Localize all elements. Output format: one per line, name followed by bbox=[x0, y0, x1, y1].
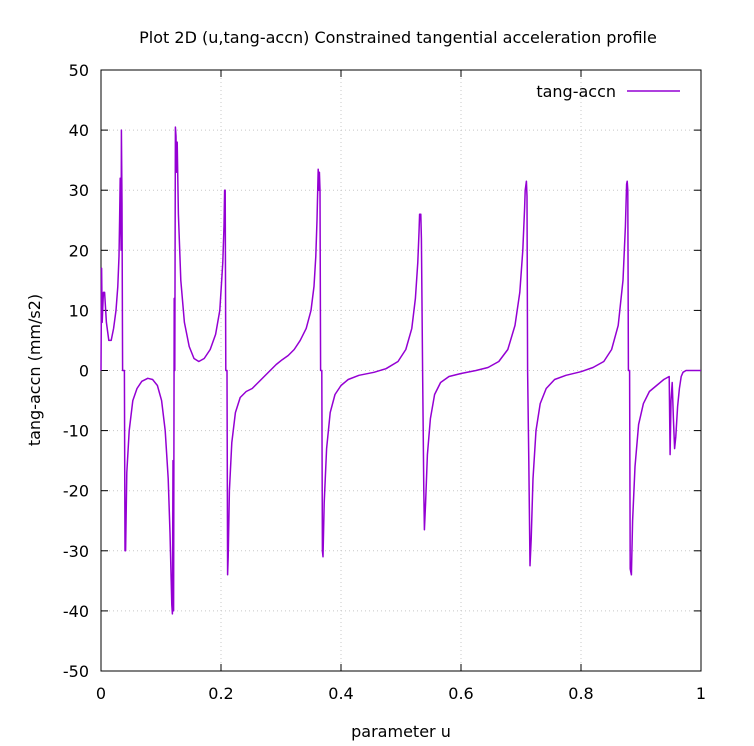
series-layer bbox=[100, 126, 701, 615]
tick-labels: 0 0.2 0.4 0.6 0.8 1 -50 -40 -30 -20 -10 0 10 20 30 40 50 bbox=[63, 61, 706, 703]
y-tick-label: 50 bbox=[69, 61, 89, 80]
x-tick-label: 0.6 bbox=[448, 684, 473, 703]
grid-lines bbox=[101, 70, 701, 671]
legend-label: tang-accn bbox=[536, 82, 616, 101]
y-tick-label: -20 bbox=[63, 482, 89, 501]
y-tick-label: -40 bbox=[63, 602, 89, 621]
y-tick-label: -30 bbox=[63, 542, 89, 561]
y-tick-label: 10 bbox=[69, 301, 89, 320]
x-tick-label: 0.8 bbox=[568, 684, 593, 703]
y-tick-label: 40 bbox=[69, 121, 89, 140]
y-tick-label: 0 bbox=[79, 362, 89, 381]
y-tick-label: -50 bbox=[63, 662, 89, 681]
x-axis-title: parameter u bbox=[351, 722, 451, 741]
x-tick-label: 0.2 bbox=[208, 684, 233, 703]
x-tick-label: 0.4 bbox=[328, 684, 353, 703]
series-line-tang-accn bbox=[100, 126, 701, 615]
y-tick-label: 30 bbox=[69, 181, 89, 200]
chart-title: Plot 2D (u,tang-accn) Constrained tangen… bbox=[139, 28, 657, 47]
x-tick-label: 1 bbox=[696, 684, 706, 703]
y-tick-label: 20 bbox=[69, 241, 89, 260]
y-tick-label: -10 bbox=[63, 422, 89, 441]
y-axis-title: tang-accn (mm/s2) bbox=[25, 294, 44, 446]
x-tick-label: 0 bbox=[96, 684, 106, 703]
legend: tang-accn bbox=[536, 82, 680, 101]
